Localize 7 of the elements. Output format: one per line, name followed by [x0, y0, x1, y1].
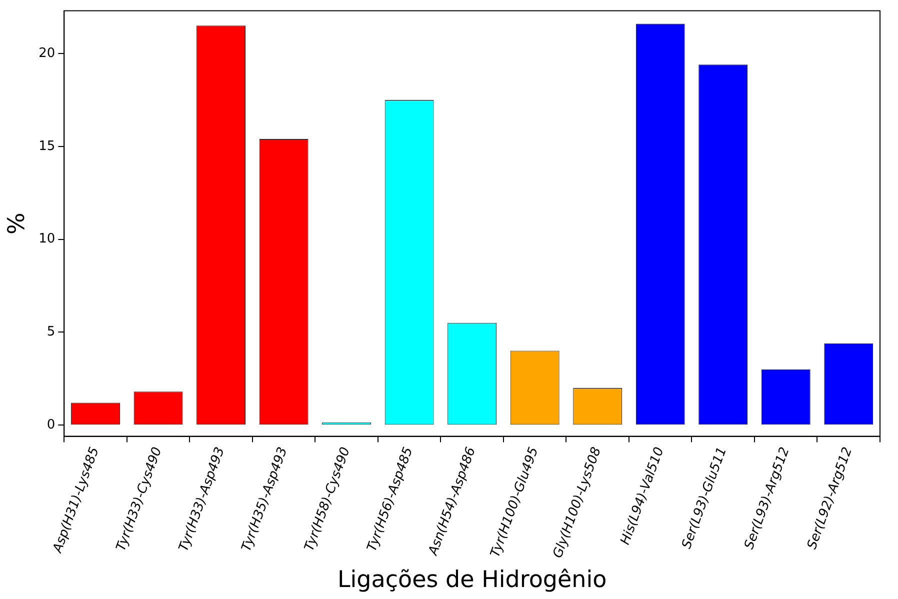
- y-tick-label: 5: [46, 324, 56, 340]
- y-tick-label: 15: [38, 138, 56, 154]
- y-axis-title: %: [4, 212, 30, 234]
- x-axis-title: Ligações de Hidrogênio: [337, 567, 607, 594]
- y-tick-label: 0: [46, 417, 56, 432]
- y-tick-label: 20: [38, 46, 56, 61]
- y-tick-label: 10: [38, 232, 56, 247]
